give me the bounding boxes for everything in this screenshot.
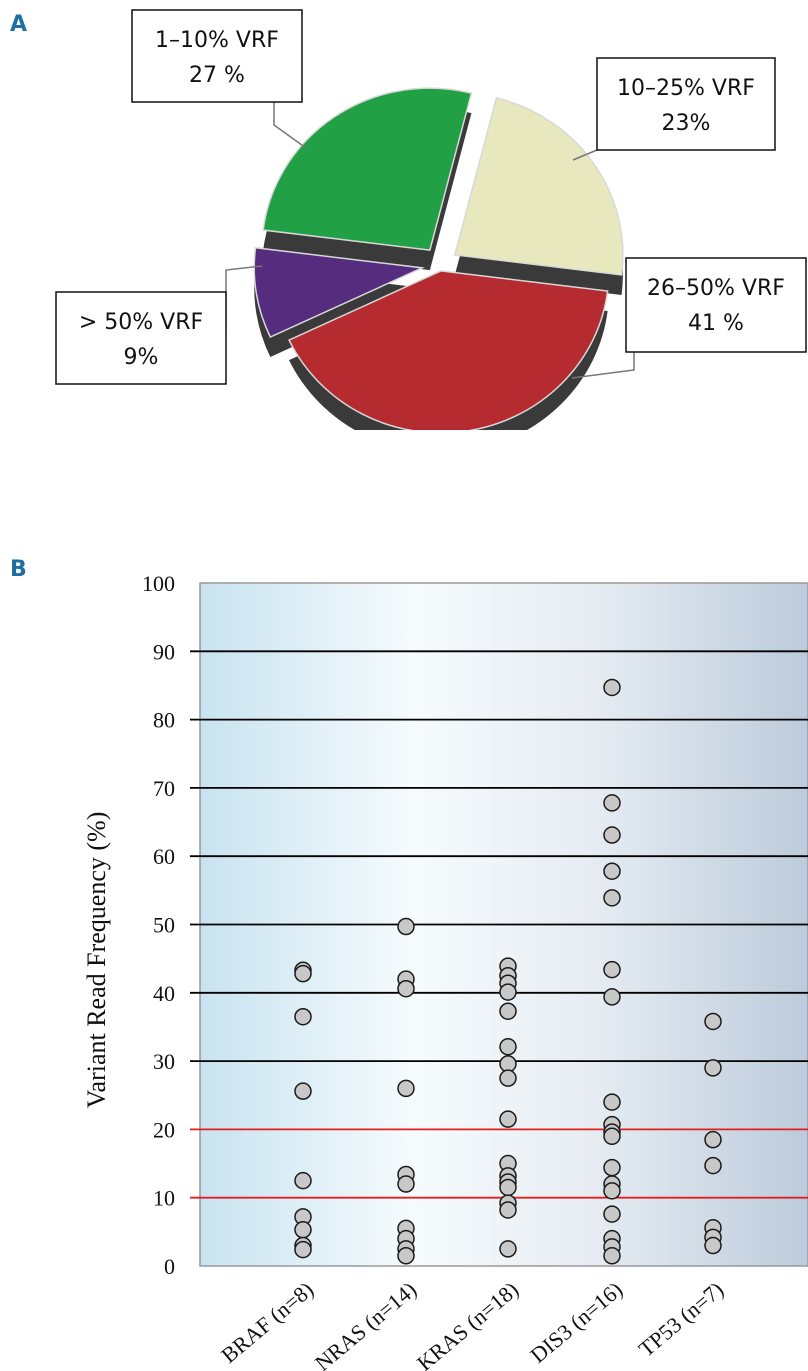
label-box-frame <box>625 257 807 353</box>
data-point <box>397 1175 415 1193</box>
data-point <box>603 794 621 812</box>
data-point <box>499 1002 517 1020</box>
panel-b-label: B <box>10 557 27 582</box>
x-category-label: NRAS (n=14) <box>310 1277 421 1371</box>
y-axis-title: Variant Read Frequency (%) <box>82 812 111 1109</box>
slice-label: 26–50% VRF <box>647 276 785 301</box>
data-point <box>294 1221 312 1239</box>
slice-value: 41 % <box>688 311 744 336</box>
data-point <box>603 988 621 1006</box>
data-point <box>294 1240 312 1259</box>
data-point <box>603 1093 621 1111</box>
pie-slice <box>253 246 425 338</box>
pie-slice <box>262 87 473 251</box>
leader-line <box>273 102 307 149</box>
panel-a-label: A <box>10 12 28 37</box>
data-point <box>603 1158 621 1177</box>
data-point <box>603 960 621 979</box>
data-point <box>397 979 415 998</box>
y-tick-label: 40 <box>153 981 175 1006</box>
x-category-label: DIS3 (n=16) <box>525 1277 627 1368</box>
data-point <box>294 1007 312 1026</box>
pie-chart: 1–10% VRF 27 % 10–25% VRF 23% 26–50% VRF 41 %… <box>55 9 807 430</box>
y-tick-label: 50 <box>153 913 175 938</box>
pie-slice <box>288 270 609 430</box>
leader-line <box>571 352 635 379</box>
pie-label-box: 26–50% VRF 41 % <box>625 257 807 353</box>
x-category-label: KRAS (n=18) <box>412 1277 523 1371</box>
pie-label-box: 10–25% VRF 23% <box>596 57 776 151</box>
data-point <box>603 1127 621 1145</box>
data-point <box>704 1059 722 1077</box>
data-point <box>603 1247 621 1265</box>
y-tick-label: 90 <box>153 639 175 664</box>
data-point <box>294 1082 312 1100</box>
data-point <box>603 1205 621 1223</box>
y-tick-label: 20 <box>153 1117 175 1142</box>
slice-label: 1–10% VRF <box>155 28 279 53</box>
slice-value: 27 % <box>189 63 245 88</box>
pie-label-boxes: 1–10% VRF 27 % 10–25% VRF 23% 26–50% VRF 41 %… <box>55 9 807 385</box>
data-point <box>397 917 415 936</box>
y-tick-label: 80 <box>153 708 175 733</box>
data-point <box>704 1130 722 1149</box>
slice-label: 10–25% VRF <box>617 76 755 101</box>
data-point <box>397 1079 415 1098</box>
x-category-label: BRAF (n=8) <box>216 1277 318 1368</box>
data-point <box>499 1178 517 1197</box>
data-point <box>499 1069 517 1087</box>
data-point <box>704 1156 722 1175</box>
data-point <box>499 983 517 1001</box>
data-point <box>603 826 621 844</box>
data-point <box>603 678 621 697</box>
pie-top-layer <box>253 87 624 430</box>
data-point <box>397 1247 415 1265</box>
pie-label-box: 1–10% VRF 27 % <box>131 9 303 103</box>
y-tick-label: 70 <box>153 776 175 801</box>
data-point <box>294 1171 312 1190</box>
leader-line <box>572 149 598 161</box>
data-point <box>499 1038 517 1056</box>
y-tick-label: 10 <box>153 1186 175 1211</box>
y-tick-label: 60 <box>153 844 175 869</box>
data-point <box>499 1240 517 1258</box>
data-point <box>499 1110 517 1128</box>
slice-value: 23% <box>662 111 711 136</box>
y-tick-label: 0 <box>164 1254 175 1279</box>
data-point <box>603 1182 621 1200</box>
y-tick-label: 100 <box>142 571 175 596</box>
x-category-label: TP53 (n=7) <box>634 1277 728 1362</box>
data-point <box>704 1012 722 1031</box>
label-box-frame <box>596 57 776 151</box>
data-point <box>499 1201 517 1219</box>
pie-label-box: > 50% VRF 9% <box>55 291 227 385</box>
data-point <box>603 862 621 880</box>
label-box-frame <box>55 291 227 385</box>
label-box-frame <box>131 9 303 103</box>
data-point <box>294 964 312 983</box>
scatter-chart: 0 10 20 30 40 50 60 70 80 90 100 BRAF (n=8)NRAS (n… <box>82 571 808 1371</box>
data-point <box>603 889 621 907</box>
slice-value: 9% <box>124 345 159 370</box>
data-point <box>704 1236 722 1255</box>
slice-label: > 50% VRF <box>79 310 203 335</box>
pie-slice <box>453 96 624 276</box>
y-tick-label: 30 <box>153 1049 175 1074</box>
